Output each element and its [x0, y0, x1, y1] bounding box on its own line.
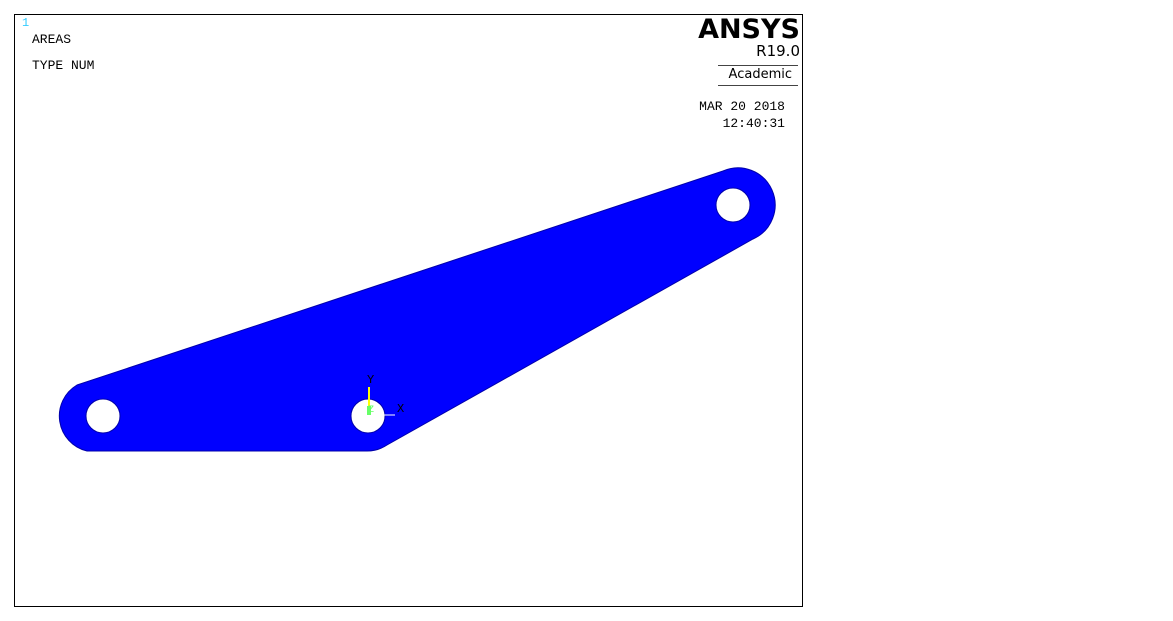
ansys-logo: ANSYS R19.0 Academic: [680, 15, 800, 91]
triad-z-label: Z: [368, 405, 374, 416]
triad-y-label: Y: [367, 373, 374, 387]
plot-title-line1: AREAS: [32, 32, 72, 47]
graphics-viewport[interactable]: 1 AREAS TYPE NUM ANSYS R19.0 Academic MA…: [14, 14, 803, 607]
time-label: 12:40:31: [722, 116, 785, 131]
timestamp: MAR 20 2018 12:40:31: [699, 98, 785, 132]
logo-license: Academic: [728, 67, 792, 82]
triad-x-label: X: [397, 402, 404, 416]
logo-divider-top: [718, 65, 798, 66]
date-label: MAR 20 2018: [699, 99, 785, 114]
triad-z-axis: [367, 406, 371, 415]
link-arm-area: [58, 167, 776, 452]
window-number-label: 1: [22, 16, 30, 30]
coordinate-triad: Y Z X: [367, 373, 404, 416]
logo-name: ANSYS: [698, 14, 800, 45]
area-plot: Y Z X: [58, 167, 776, 452]
logo-release: R19.0: [756, 42, 800, 60]
plot-title-line2: TYPE NUM: [32, 58, 95, 73]
logo-divider-bottom: [718, 85, 798, 86]
